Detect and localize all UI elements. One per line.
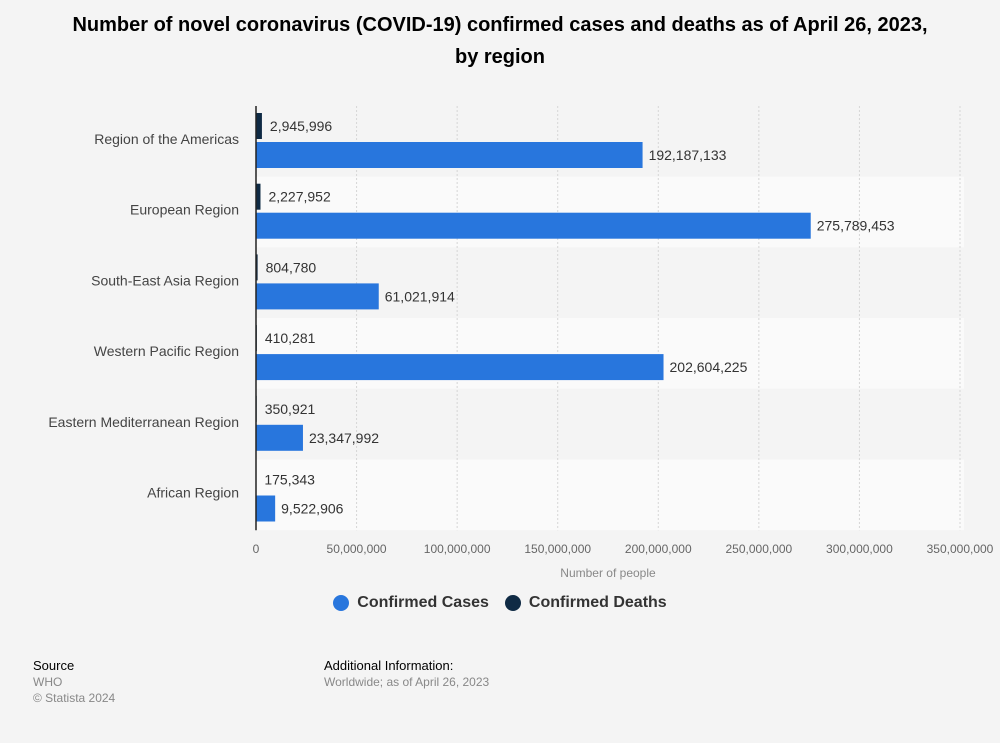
data-label-deaths: 2,945,996 (270, 118, 332, 134)
row-band (256, 459, 964, 531)
bar-confirmed-deaths (256, 183, 261, 210)
legend-swatch-deaths (504, 595, 521, 611)
data-label-deaths: 350,921 (265, 401, 316, 417)
data-label-cases: 192,187,133 (649, 147, 727, 163)
legend-item-confirmed-cases[interactable]: Confirmed Cases (333, 594, 489, 612)
data-label-deaths: 175,343 (264, 472, 315, 488)
source-value: WHO (33, 675, 63, 689)
data-label-deaths: 804,780 (266, 259, 317, 275)
copyright: © Statista 2024 (33, 691, 116, 705)
row-band (256, 388, 964, 460)
legend-item-confirmed-deaths[interactable]: Confirmed Deaths (504, 594, 667, 612)
bar-confirmed-cases (256, 424, 303, 451)
category-label: South-East Asia Region (91, 272, 239, 288)
legend-swatch-cases (333, 595, 350, 611)
bar-confirmed-cases (256, 212, 811, 239)
data-label-cases: 23,347,992 (309, 430, 379, 446)
additional-info-heading: Additional Information: (324, 658, 454, 673)
data-label-cases: 202,604,225 (670, 359, 748, 375)
x-tick-label: 350,000,000 (927, 542, 994, 556)
x-tick-label: 150,000,000 (524, 542, 591, 556)
legend-label-deaths: Confirmed Deaths (528, 594, 667, 611)
data-label-deaths: 410,281 (265, 330, 316, 346)
category-label: European Region (130, 202, 239, 218)
category-label: Eastern Mediterranean Region (48, 414, 239, 430)
bar-confirmed-cases (256, 354, 664, 381)
bar-confirmed-cases (256, 142, 643, 168)
bar-confirmed-deaths (256, 254, 258, 281)
data-label-deaths: 2,227,952 (268, 189, 330, 205)
x-tick-label: 250,000,000 (725, 542, 792, 556)
category-label: African Region (147, 485, 239, 501)
category-label: Region of the Americas (94, 131, 239, 147)
bar-confirmed-deaths (256, 113, 262, 139)
source-heading: Source (33, 658, 75, 673)
bar-confirmed-cases (256, 283, 379, 310)
x-tick-label: 200,000,000 (625, 542, 692, 556)
bar-confirmed-cases (256, 495, 276, 522)
chart-title: Number of novel coronavirus (COVID-19) c… (72, 14, 928, 68)
data-label-cases: 61,021,914 (385, 288, 455, 304)
x-axis-title: Number of people (560, 566, 656, 580)
bar-chart: 0 50,000,000 100,000,000 150,000,000 200,000… (48, 106, 994, 580)
category-label: Western Pacific Region (94, 343, 239, 359)
legend: Confirmed Cases Confirmed Deaths (0, 594, 1000, 612)
legend-label-cases: Confirmed Cases (357, 594, 489, 611)
source-block: Source WHO © Statista 2024 (33, 658, 115, 706)
x-tick-label: 300,000,000 (826, 542, 893, 556)
additional-info-block: Additional Information: Worldwide; as of… (324, 658, 489, 690)
data-label-cases: 275,789,453 (817, 218, 895, 234)
data-label-cases: 9,522,906 (281, 501, 343, 517)
x-tick-label: 0 (253, 542, 260, 556)
x-tick-label: 50,000,000 (327, 542, 387, 556)
x-tick-label: 100,000,000 (424, 542, 491, 556)
additional-info-value: Worldwide; as of April 26, 2023 (324, 675, 490, 689)
